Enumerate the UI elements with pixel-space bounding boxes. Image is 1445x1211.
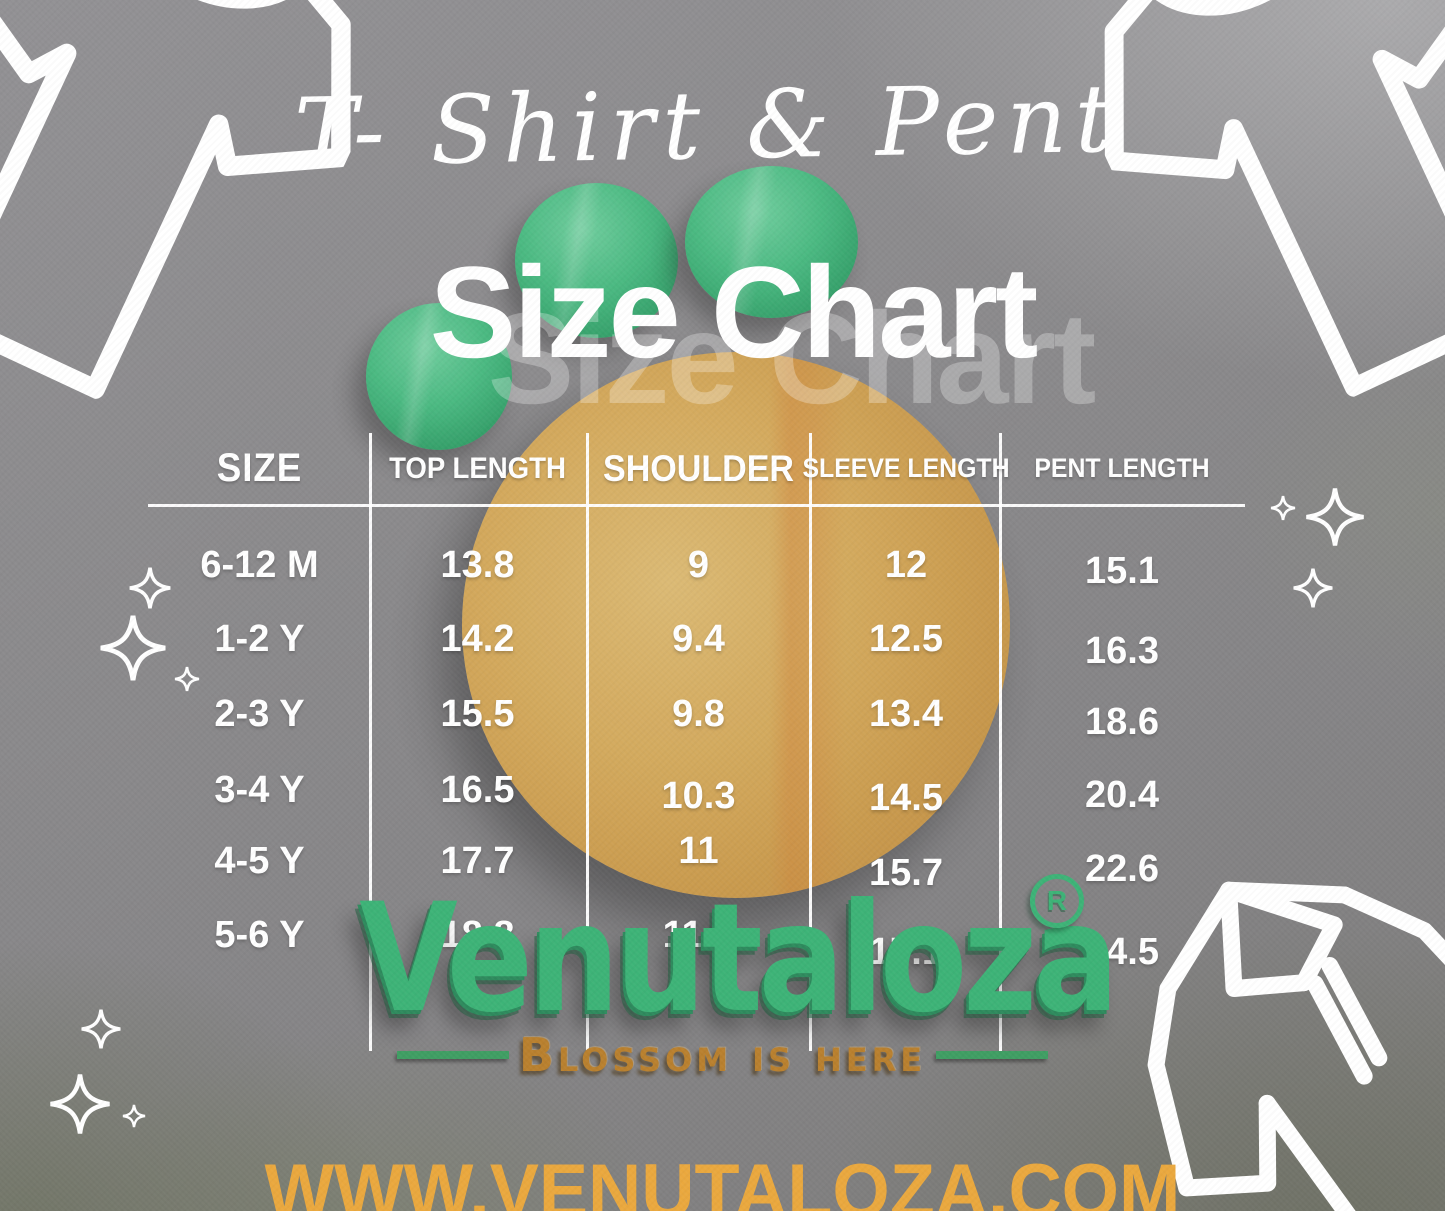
table-row: 5-6 Y 18.8 11.6 17.1 24.5 (150, 905, 1243, 973)
measurement-value: 18.8 (440, 913, 515, 956)
table-row: 6-12 M 13.8 9 12 15.1 (150, 535, 1243, 595)
size-label: 2-3 Y (214, 692, 305, 735)
measurement-value: 16.5 (440, 768, 515, 811)
brand-logo-text: Venutaloza (359, 872, 1119, 1046)
measurement-value: 11.6 (662, 913, 735, 956)
measurement-value: 11 (678, 829, 719, 872)
measurement-value: 22.6 (1085, 847, 1159, 890)
sparkle-icon (1292, 566, 1334, 610)
tagline-left-bar (396, 1051, 509, 1059)
registered-trademark-icon: R (1030, 874, 1084, 928)
measurement-value: 16.3 (1085, 629, 1159, 672)
paw-pad-circle (515, 183, 678, 338)
sparkle-icon (1270, 494, 1296, 522)
table-column-divider (809, 433, 812, 1051)
measurement-value: 9 (687, 543, 710, 586)
brand-tagline: Blossom is here (518, 1028, 927, 1082)
measurement-value: 14.2 (440, 617, 515, 660)
measurement-value: 12.5 (869, 617, 943, 660)
measurement-value: 9.4 (672, 617, 725, 660)
measurement-value: 18.6 (1085, 700, 1159, 743)
measurement-value: 13.8 (440, 543, 515, 586)
measurement-value: 9.8 (672, 692, 725, 735)
page-title-ghost: Size Chart (487, 285, 1097, 431)
paw-main-circle (462, 352, 1010, 898)
column-header: TOP LENGTH (389, 451, 566, 485)
measurement-value: 13.4 (869, 692, 943, 735)
tagline-right-bar (936, 1051, 1049, 1059)
column-header: SIZE (216, 446, 303, 490)
polo-shirt-outline-icon (1147, 881, 1445, 1211)
measurement-value: 12 (884, 543, 928, 586)
page-title: Size Chart (429, 239, 1039, 385)
measurement-value: 20.4 (1085, 773, 1159, 816)
table-header-divider (148, 504, 1245, 507)
column-header: SHOULDER (602, 447, 795, 489)
table-row: 2-3 Y 15.5 9.8 13.4 18.6 (150, 684, 1243, 744)
sparkle-icon (122, 1103, 146, 1129)
measurement-value: 15.1 (1085, 549, 1159, 592)
measurement-value: 10.3 (661, 774, 736, 817)
table-column-divider (586, 433, 589, 1051)
table-header-row: SIZE TOP LENGTH SHOULDER SLEEVE LENGTH PENT … (150, 433, 1243, 504)
sparkle-icon (1304, 480, 1366, 554)
website-url: WWW.VENUTALOZA.COM (264, 1149, 1181, 1211)
size-label: 4-5 Y (214, 839, 305, 882)
paw-pad-circle (366, 303, 512, 450)
table-row: 3-4 Y 16.5 10.3 14.5 20.4 (150, 760, 1243, 820)
measurement-value: 17.1 (869, 930, 943, 973)
tshirt-outline-icon (1104, 0, 1445, 397)
table-column-divider (999, 433, 1002, 1051)
measurement-value: 24.5 (1085, 930, 1159, 973)
size-label: 6-12 M (200, 543, 319, 586)
measurement-value: 14.5 (869, 776, 943, 819)
measurement-value: 15.7 (869, 851, 943, 894)
table-column-divider (369, 433, 372, 1051)
table-row: 1-2 Y 14.2 9.4 12.5 16.3 (150, 609, 1243, 672)
table-row: 4-5 Y 17.7 11 15.7 22.6 (150, 830, 1243, 894)
paw-pad-circle (685, 166, 858, 318)
column-header: PENT LENGTH (1034, 453, 1210, 483)
size-label: 1-2 Y (214, 617, 305, 660)
measurement-value: 17.7 (440, 839, 515, 882)
size-label: 5-6 Y (214, 913, 305, 956)
column-header: SLEEVE LENGTH (802, 453, 1010, 483)
measurement-value: 15.5 (440, 692, 515, 735)
size-label: 3-4 Y (214, 768, 305, 811)
brand-tagline-row: Blossom is here (0, 1028, 1445, 1082)
brand-logo: Venutaloza (292, 884, 1181, 1034)
